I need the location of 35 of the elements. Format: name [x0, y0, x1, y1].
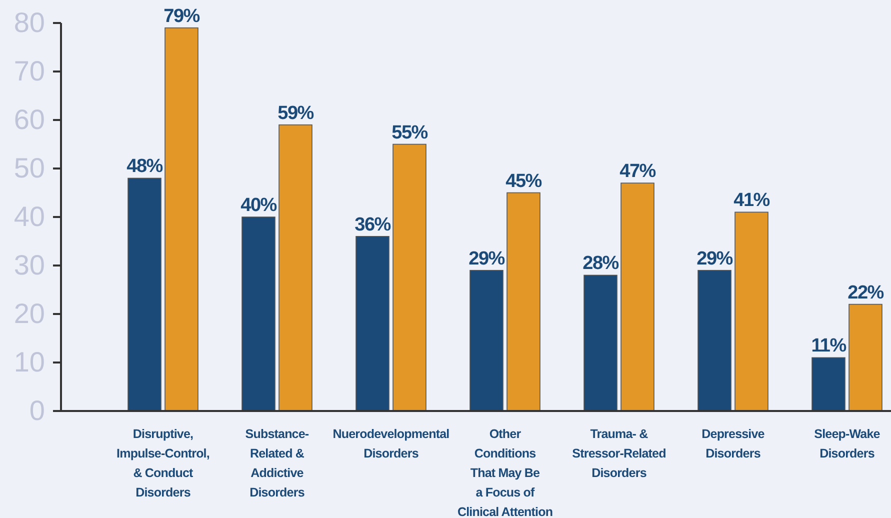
data-label: 29%: [696, 248, 734, 270]
bar: [812, 357, 846, 412]
x-tick-label: Sleep-Wake Disorders: [814, 427, 880, 460]
x-tick-label: Trauma- & Stressor-Related Disorders: [572, 427, 666, 480]
bar: [470, 270, 504, 412]
data-label: 45%: [506, 170, 542, 192]
x-tick-label: Disruptive, Impulse-Control, & Conduct Disorders: [116, 427, 210, 500]
bar: [128, 178, 162, 412]
data-label: 11%: [811, 336, 847, 357]
x-tick-label: Other Conditions That May Be a Focus of Clinical Attention: [457, 427, 553, 518]
bar: [734, 212, 768, 412]
x-tick-label: Depressive Disorders: [702, 427, 765, 460]
bar: [584, 274, 618, 412]
x-tick-label: Substance- Related & Addictive Disorders: [245, 427, 309, 500]
bar: [848, 304, 882, 412]
data-label: 59%: [278, 102, 314, 124]
bar: [620, 182, 654, 412]
bar: [278, 124, 312, 412]
data-label: 41%: [734, 190, 770, 212]
data-label: 47%: [620, 161, 656, 182]
bar: [164, 27, 198, 412]
bar: [506, 192, 540, 412]
data-label: 36%: [354, 214, 392, 236]
data-label: 22%: [848, 282, 884, 304]
data-label: 40%: [240, 195, 278, 216]
bar: [392, 144, 426, 412]
bar: [242, 216, 276, 412]
data-label: 28%: [582, 253, 620, 274]
bar: [698, 270, 732, 412]
data-label: 29%: [468, 248, 506, 270]
data-label: 48%: [126, 156, 164, 178]
data-label: 79%: [164, 6, 200, 27]
bar: [356, 236, 390, 412]
x-tick-label: Nuerodevelopmental Disorders: [332, 427, 450, 460]
data-label: 55%: [392, 122, 428, 144]
